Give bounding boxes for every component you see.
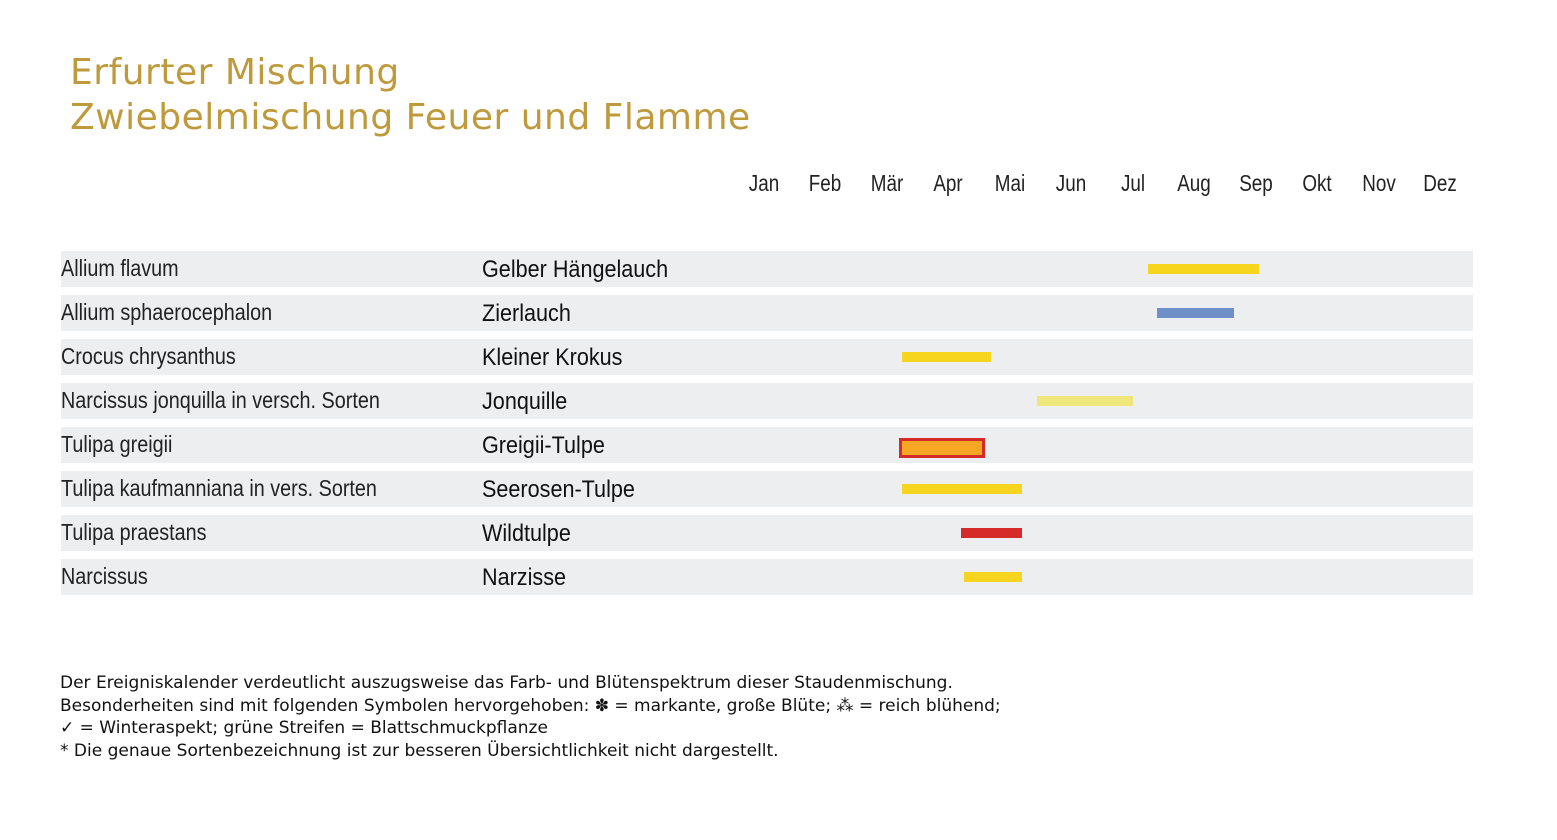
row-latin-name: Crocus chrysanthus <box>61 343 236 369</box>
chart-title: Erfurter Mischung Zwiebelmischung Feuer … <box>70 50 751 140</box>
row-latin-name: Allium sphaerocephalon <box>61 299 273 325</box>
row-german-name: Seerosen-Tulpe <box>482 476 635 503</box>
footnote: Der Ereigniskalender verdeutlicht auszug… <box>60 672 1001 762</box>
month-label-1: Feb <box>808 170 842 196</box>
chart-row <box>61 471 1473 507</box>
row-latin-name: Tulipa kaufmanniana in vers. Sorten <box>61 475 377 501</box>
row-german-name: Zierlauch <box>482 300 571 327</box>
footnote-line-3: ✓ = Winteraspekt; grüne Streifen = Blatt… <box>60 718 548 738</box>
bloom-bar <box>963 572 1023 582</box>
row-german-name: Narzisse <box>482 564 567 591</box>
bloom-bar <box>1037 396 1133 406</box>
footnote-line-1: Der Ereigniskalender verdeutlicht auszug… <box>60 673 953 693</box>
row-latin-name: Allium flavum <box>61 255 179 281</box>
row-german-name: Greigii-Tulpe <box>482 432 605 459</box>
footnote-line-4: * Die genaue Sortenbezeichnung ist zur b… <box>60 740 779 761</box>
month-label-3: Apr <box>933 170 963 196</box>
chart-row <box>61 339 1473 375</box>
month-label-9: Okt <box>1302 170 1332 196</box>
month-label-7: Aug <box>1177 170 1212 196</box>
row-latin-name: Tulipa praestans <box>61 519 207 545</box>
chart-row <box>61 295 1473 331</box>
row-german-name: Kleiner Krokus <box>482 344 623 371</box>
month-label-8: Sep <box>1238 170 1273 196</box>
month-label-11: Dez <box>1423 170 1458 196</box>
row-german-name: Jonquille <box>482 388 568 415</box>
bloom-bar <box>1148 264 1259 274</box>
bloom-bar <box>902 352 992 362</box>
bloom-bar <box>960 528 1023 538</box>
chart-row <box>61 515 1473 551</box>
month-label-2: Mär <box>870 170 903 196</box>
bloom-bar <box>902 484 1023 494</box>
row-latin-name: Narcissus <box>61 563 148 589</box>
row-german-name: Wildtulpe <box>482 520 571 547</box>
chart-row <box>61 427 1473 463</box>
month-label-5: Jun <box>1056 170 1087 196</box>
month-label-10: Nov <box>1361 170 1396 196</box>
chart-row <box>61 559 1473 595</box>
bloom-bar <box>899 438 986 458</box>
chart-row <box>61 383 1473 419</box>
month-label-4: Mai <box>994 170 1025 196</box>
row-latin-name: Narcissus jonquilla in versch. Sorten <box>61 387 380 413</box>
row-latin-name: Tulipa greigii <box>61 431 173 457</box>
month-label-6: Jul <box>1120 170 1145 196</box>
chart-row <box>61 251 1473 287</box>
title-line-2: Zwiebelmischung Feuer und Flamme <box>70 97 751 138</box>
month-label-0: Jan <box>748 170 779 196</box>
row-german-name: Gelber Hängelauch <box>482 256 669 283</box>
footnote-line-2: Besonderheiten sind mit folgenden Symbol… <box>60 695 1001 716</box>
bloom-bar <box>1157 308 1235 318</box>
title-line-1: Erfurter Mischung <box>70 52 400 93</box>
